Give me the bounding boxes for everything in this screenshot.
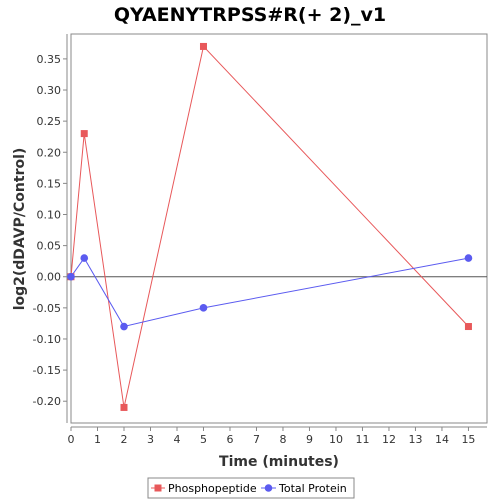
y-tick-label: 0.00 — [37, 271, 62, 284]
x-tick-label: 4 — [173, 433, 180, 446]
x-tick-label: 3 — [147, 433, 154, 446]
y-tick-label: 0.10 — [37, 208, 62, 221]
x-tick-label: 14 — [435, 433, 449, 446]
chart-title: QYAENYTRPSS#R(+ 2)_v1 — [114, 4, 386, 26]
legend-marker-phosphopeptide — [154, 484, 162, 492]
y-axis: -0.20 -0.15 -0.10 -0.05 0.00 0.05 0.10 0.15 0.20… — [33, 34, 68, 423]
x-tick-label: 1 — [94, 433, 101, 446]
y-tick-label: -0.10 — [33, 333, 61, 346]
data-point-total-protein — [67, 272, 75, 281]
x-tick-label: 11 — [355, 433, 369, 446]
y-tick-label: 0.20 — [37, 146, 62, 159]
x-tick-label: 10 — [329, 433, 343, 446]
x-tick-label: 2 — [120, 433, 127, 446]
data-point-phosphopeptide — [80, 130, 88, 138]
legend: Phosphopeptide Total Protein — [147, 477, 355, 499]
data-point-phosphopeptide — [120, 403, 128, 411]
x-tick-label: 6 — [226, 433, 233, 446]
y-tick-label: -0.05 — [33, 302, 61, 315]
x-tick-label: 8 — [279, 433, 286, 446]
y-tick-label: -0.20 — [33, 395, 61, 408]
legend-box — [147, 477, 355, 499]
y-tick-label: 0.15 — [37, 177, 62, 190]
plot-area — [70, 33, 488, 424]
legend-marker-total-protein — [264, 484, 273, 492]
x-axis: 0 1 2 3 4 5 6 7 8 9 10 11 12 13 14 15 — [68, 426, 487, 446]
data-point-total-protein — [80, 254, 89, 262]
x-tick-label: 9 — [306, 433, 313, 446]
y-tick-label: 0.25 — [37, 115, 62, 128]
x-tick-label: 13 — [408, 433, 422, 446]
data-point-total-protein — [464, 254, 473, 262]
data-point-phosphopeptide — [464, 323, 472, 331]
data-point-total-protein — [120, 322, 128, 331]
x-tick-label: 5 — [200, 433, 207, 446]
x-tick-label: 12 — [382, 433, 396, 446]
y-tick-label: 0.35 — [37, 53, 62, 66]
x-tick-label: 7 — [253, 433, 260, 446]
data-point-phosphopeptide — [199, 42, 207, 50]
y-tick-label: 0.05 — [37, 240, 62, 253]
x-tick-label: 0 — [68, 433, 75, 446]
y-tick-label: -0.15 — [33, 364, 61, 377]
legend-label-phosphopeptide: Phosphopeptide — [168, 482, 257, 495]
series-markers — [67, 42, 473, 411]
data-point-total-protein — [199, 304, 208, 312]
y-tick-label: 0.30 — [37, 84, 62, 97]
legend-label-total-protein: Total Protein — [278, 482, 347, 495]
x-axis-label: Time (minutes) — [219, 454, 339, 470]
x-tick-label: 15 — [461, 433, 475, 446]
y-axis-label: log2(dDAVP/Control) — [12, 148, 28, 311]
